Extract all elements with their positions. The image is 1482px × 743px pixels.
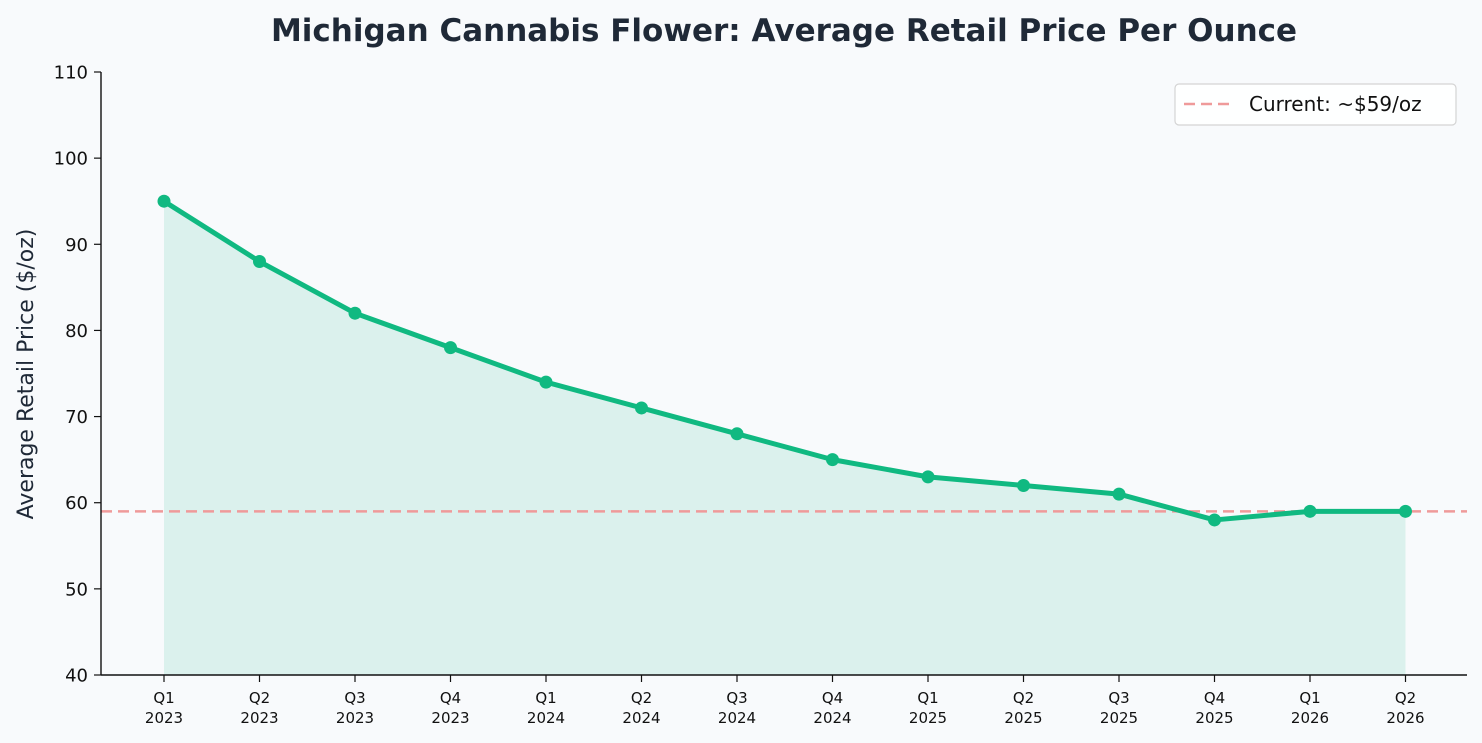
legend-entry-label: Current: ~$59/oz [1249, 92, 1422, 116]
y-tick-label: 90 [65, 235, 88, 256]
chart-title: Michigan Cannabis Flower: Average Retail… [271, 13, 1297, 49]
x-tick-label: Q2 2025 [1004, 689, 1042, 727]
data-point [921, 470, 935, 484]
x-tick-label: Q2 2026 [1386, 689, 1424, 727]
legend-box [1174, 83, 1457, 126]
area-fill [164, 201, 1406, 675]
data-point [1208, 513, 1221, 527]
data-point [157, 194, 171, 208]
data-point [348, 306, 362, 320]
x-tick-label: Q4 2024 [813, 689, 851, 727]
series-line [161, 198, 1408, 523]
x-tick-label: Q4 2025 [1195, 689, 1233, 727]
x-tick-label: Q1 2024 [527, 689, 565, 727]
x-tick-label: Q1 2025 [909, 689, 947, 727]
data-point [1017, 478, 1030, 492]
x-tick-label: Q2 2023 [240, 689, 278, 727]
data-point [635, 401, 648, 415]
y-axis-label: Average Retail Price ($/oz) [14, 229, 39, 520]
y-tick-label: 50 [65, 579, 88, 600]
area-fill-layer [164, 201, 1406, 675]
x-tick-label: Q2 2024 [622, 689, 660, 727]
y-tick-label: 60 [65, 493, 88, 514]
data-point [539, 375, 553, 389]
axes-layer [100, 72, 1467, 676]
data-points-layer [157, 194, 1412, 527]
data-point [1112, 487, 1126, 501]
series-line-layer [161, 198, 1408, 523]
x-tick-label: Q1 2026 [1291, 689, 1329, 727]
y-tick-label: 110 [54, 63, 88, 84]
y-tick-label: 80 [65, 321, 88, 342]
x-ticks-layer: Q1 2023 Q2 2023 Q3 2023 Q4 2023 Q1 2024 Q2 2024 Q3 20… [145, 675, 1425, 727]
y-ticks-layer: 40 50 60 70 80 90 100 110 [54, 63, 101, 687]
x-tick-label: Q3 2025 [1100, 689, 1138, 727]
x-tick-label: Q3 2024 [718, 689, 756, 727]
data-point [1303, 504, 1317, 518]
data-point [444, 341, 457, 355]
data-point [1399, 504, 1412, 518]
y-tick-label: 40 [65, 666, 88, 687]
x-tick-label: Q1 2023 [145, 689, 183, 727]
x-tick-label: Q3 2023 [336, 689, 374, 727]
y-tick-label: 100 [54, 149, 88, 170]
y-tick-label: 70 [65, 407, 88, 428]
data-point [253, 255, 266, 269]
x-tick-label: Q4 2023 [431, 689, 469, 727]
legend: Current: ~$59/oz [1174, 83, 1457, 126]
data-point [826, 453, 839, 467]
data-point [730, 427, 744, 441]
